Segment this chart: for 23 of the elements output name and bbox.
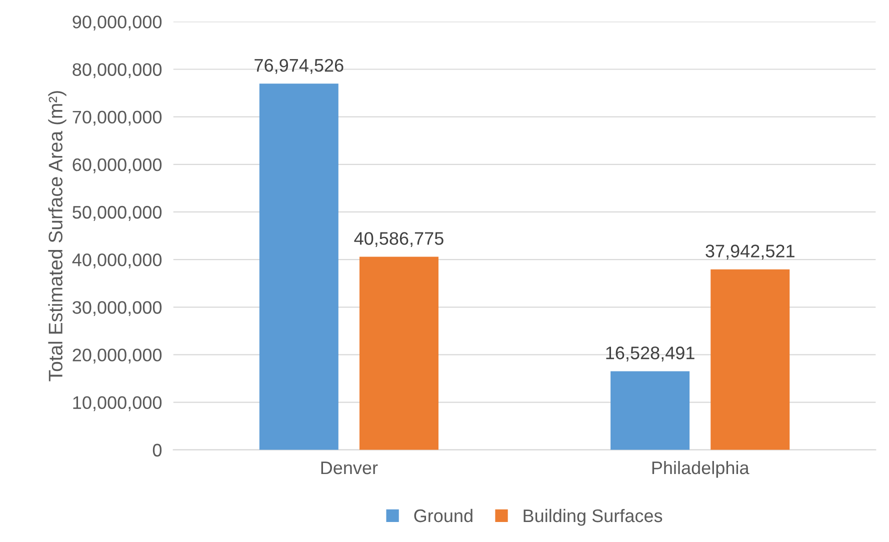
y-tick-label: 60,000,000 bbox=[72, 158, 162, 174]
y-tick-label: 10,000,000 bbox=[73, 396, 162, 412]
bar bbox=[259, 84, 338, 450]
x-tick-label: Denver bbox=[321, 462, 378, 474]
legend-label: Building Surfaces bbox=[524, 508, 662, 526]
data-label: 37,942,521 bbox=[706, 244, 794, 260]
data-label: 76,974,526 bbox=[254, 58, 344, 74]
bar bbox=[610, 371, 690, 450]
data-label: 16,528,491 bbox=[606, 346, 694, 362]
y-axis-title: Total Estimated Surface Area (m²) bbox=[48, 91, 66, 382]
legend-label: Ground bbox=[414, 508, 472, 522]
bar bbox=[359, 256, 438, 450]
y-tick-label: 20,000,000 bbox=[72, 348, 162, 364]
x-tick-label: Philadelphia bbox=[652, 460, 750, 478]
y-tick-label: 50,000,000 bbox=[72, 206, 162, 221]
data-label: 40,586,775 bbox=[354, 232, 444, 247]
bar bbox=[710, 269, 790, 450]
y-tick-label: 40,000,000 bbox=[72, 253, 162, 268]
y-tick-label: 80,000,000 bbox=[72, 63, 162, 78]
y-tick-label: 90,000,000 bbox=[72, 16, 162, 31]
y-tick-label: 0 bbox=[152, 444, 162, 457]
y-tick-label: 30,000,000 bbox=[72, 301, 162, 316]
y-tick-label: 70,000,000 bbox=[72, 110, 162, 126]
